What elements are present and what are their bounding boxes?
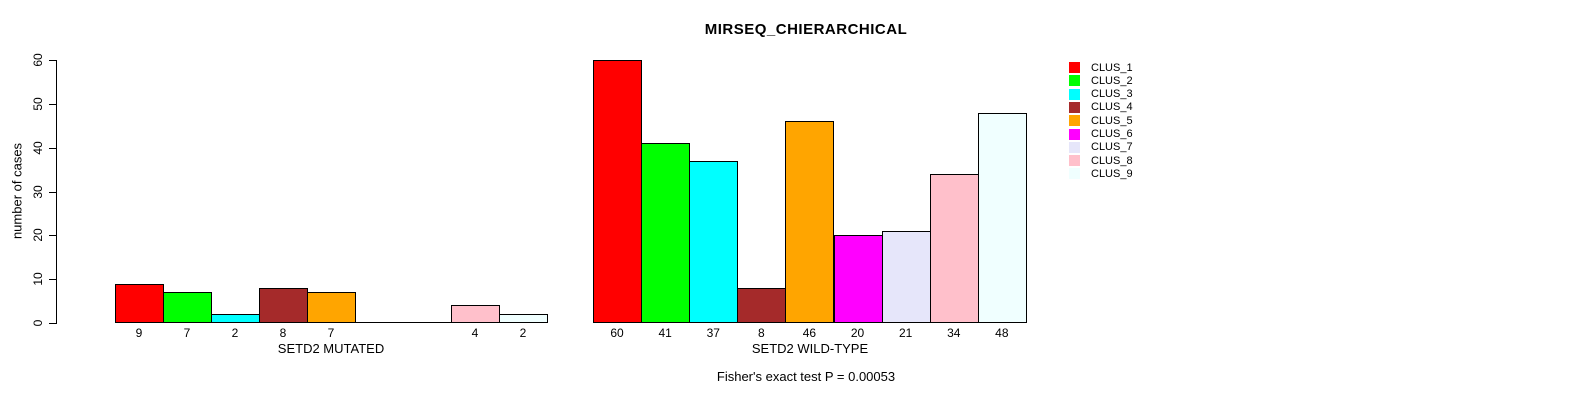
bar-clus_1 — [593, 60, 643, 323]
x-axis-group-label-mutated: SETD2 MUTATED — [277, 341, 385, 356]
legend-label-clus_3: CLUS_3 — [1091, 88, 1133, 101]
bar-clus_9 — [977, 112, 1027, 323]
bar-clus_8 — [451, 305, 500, 323]
bar-clus_2 — [641, 143, 691, 323]
bar-value-label: 46 — [802, 326, 817, 340]
bar-value-label: 41 — [658, 326, 672, 340]
bar-value-label: 60 — [610, 326, 624, 340]
bar-value-label: 2 — [231, 326, 239, 340]
bar-clus_9 — [499, 314, 548, 323]
legend-label-clus_9: CLUS_9 — [1091, 167, 1133, 180]
y-tick-mark — [49, 147, 56, 149]
bar-value-label: 8 — [279, 326, 287, 340]
bar-clus_5 — [785, 121, 835, 323]
bar-clus_4 — [259, 287, 308, 323]
legend-label-clus_7: CLUS_7 — [1091, 141, 1133, 154]
bar-value-label: 34 — [947, 326, 961, 340]
legend-swatch-clus_3 — [1069, 88, 1080, 100]
bar-clus_7 — [881, 230, 931, 323]
bar-clus_7-zero — [403, 322, 452, 323]
bar-clus_5 — [307, 292, 356, 323]
legend-label-clus_6: CLUS_6 — [1091, 128, 1133, 140]
y-tick-label: 0 — [31, 319, 45, 327]
bar-clus_6-zero — [355, 322, 404, 323]
bar-value-label: 2 — [519, 326, 527, 340]
y-tick-mark — [49, 323, 56, 324]
bar-clus_3 — [211, 314, 260, 323]
bar-clus_4 — [737, 287, 787, 323]
bar-value-label: 7 — [183, 326, 191, 340]
bar-clus_3 — [689, 160, 739, 323]
bar-clus_2 — [163, 292, 212, 323]
legend-swatch-clus_2 — [1069, 75, 1080, 87]
y-tick-label: 50 — [31, 97, 45, 111]
y-tick-mark — [49, 60, 56, 61]
y-tick-label: 60 — [31, 53, 45, 67]
legend-swatch-clus_6 — [1069, 128, 1080, 140]
fisher-test-annotation: Fisher's exact test P = 0.00053 — [716, 369, 896, 384]
legend-swatch-clus_1 — [1069, 62, 1080, 73]
legend-swatch-clus_8 — [1069, 155, 1080, 167]
legend-swatch-clus_5 — [1069, 115, 1080, 127]
bar-value-label: 9 — [135, 326, 143, 340]
legend-label-clus_2: CLUS_2 — [1091, 74, 1133, 87]
bar-value-label: 37 — [706, 326, 720, 340]
y-axis-line — [56, 60, 57, 324]
y-tick-label: 20 — [31, 228, 45, 243]
y-axis-title: number of cases — [9, 142, 25, 240]
legend-label-clus_4: CLUS_4 — [1091, 101, 1133, 114]
bar-clus_6 — [833, 235, 883, 323]
y-tick-mark — [49, 191, 56, 193]
bar-value-label: 4 — [471, 326, 479, 340]
bar-value-label: 20 — [850, 326, 865, 340]
y-tick-mark — [49, 279, 56, 281]
bar-value-label: 21 — [898, 326, 913, 340]
legend-label-clus_5: CLUS_5 — [1091, 114, 1133, 127]
bar-value-label: 7 — [327, 326, 335, 340]
bar-value-label: 8 — [758, 326, 765, 340]
bar-clus_8 — [929, 173, 979, 323]
y-tick-mark — [49, 235, 56, 237]
legend-label-clus_8: CLUS_8 — [1091, 154, 1133, 167]
x-axis-group-label-wildtype: SETD2 WILD-TYPE — [751, 341, 869, 356]
bar-clus_1 — [115, 283, 164, 323]
legend-label-clus_1: CLUS_1 — [1091, 61, 1133, 74]
y-tick-label: 40 — [31, 140, 45, 155]
y-tick-mark — [49, 103, 56, 105]
legend-swatch-clus_9 — [1069, 168, 1080, 180]
legend-swatch-clus_7 — [1069, 141, 1080, 153]
y-tick-label: 10 — [31, 272, 45, 286]
bar-value-label: 48 — [995, 326, 1009, 340]
chart-title: MIRSEQ_CHIERARCHICAL — [704, 21, 908, 38]
legend-swatch-clus_4 — [1069, 101, 1080, 113]
y-tick-label: 30 — [31, 184, 45, 199]
